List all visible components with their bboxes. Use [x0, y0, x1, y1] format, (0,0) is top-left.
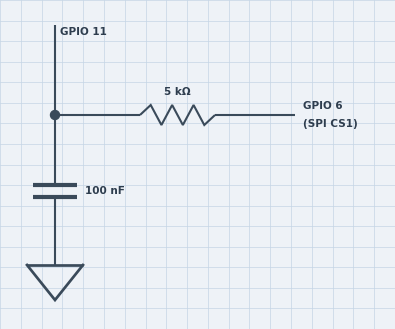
Text: 5 kΩ: 5 kΩ	[164, 87, 191, 97]
Circle shape	[51, 111, 60, 119]
Text: (SPI CS1): (SPI CS1)	[303, 119, 358, 129]
Text: GPIO 11: GPIO 11	[60, 27, 107, 37]
Text: GPIO 6: GPIO 6	[303, 101, 342, 111]
Text: 100 nF: 100 nF	[85, 186, 125, 196]
